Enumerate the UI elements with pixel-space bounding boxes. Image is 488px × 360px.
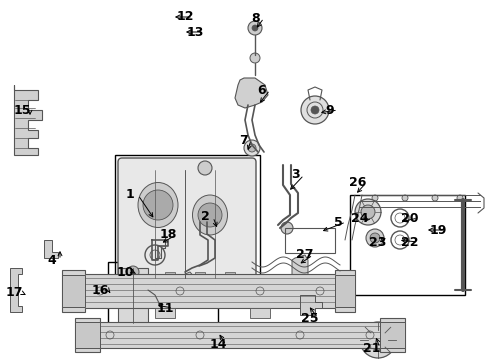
Text: 16: 16 [91, 284, 108, 297]
Circle shape [198, 161, 212, 175]
Circle shape [367, 330, 387, 350]
Text: 11: 11 [156, 302, 173, 315]
Text: 18: 18 [159, 229, 176, 242]
Polygon shape [62, 275, 85, 307]
Text: 9: 9 [325, 104, 334, 117]
Polygon shape [235, 78, 267, 108]
Text: 24: 24 [350, 211, 368, 225]
Text: 25: 25 [301, 311, 318, 324]
Text: 21: 21 [363, 342, 380, 355]
Circle shape [281, 222, 292, 234]
Circle shape [127, 266, 139, 278]
Polygon shape [75, 322, 100, 348]
Circle shape [244, 140, 260, 156]
Circle shape [359, 322, 395, 358]
Polygon shape [334, 275, 354, 307]
Polygon shape [62, 270, 354, 312]
Text: 15: 15 [13, 104, 31, 117]
Circle shape [360, 205, 374, 219]
Text: 2: 2 [200, 211, 209, 224]
Text: 3: 3 [291, 168, 300, 181]
Polygon shape [224, 272, 235, 280]
FancyBboxPatch shape [118, 158, 256, 284]
Bar [285, 228, 334, 253]
Circle shape [371, 195, 377, 201]
Bar [118, 268, 148, 323]
Bar [115, 155, 260, 285]
Text: 5: 5 [333, 216, 342, 229]
Circle shape [365, 229, 383, 247]
Text: 17: 17 [5, 287, 23, 300]
Circle shape [310, 106, 318, 114]
Circle shape [247, 144, 256, 152]
Circle shape [431, 195, 437, 201]
Circle shape [373, 336, 381, 344]
Text: 8: 8 [251, 12, 260, 24]
Text: 10: 10 [116, 266, 134, 279]
Circle shape [251, 25, 258, 31]
Text: 4: 4 [47, 253, 56, 266]
Bar [349, 195, 464, 295]
Polygon shape [75, 318, 404, 352]
Text: 1: 1 [125, 189, 134, 202]
Circle shape [249, 53, 260, 63]
Bar [108, 262, 218, 330]
Ellipse shape [192, 195, 227, 235]
Circle shape [247, 21, 262, 35]
Polygon shape [14, 85, 42, 155]
Text: 19: 19 [428, 224, 446, 237]
Circle shape [301, 96, 328, 124]
Circle shape [369, 233, 379, 243]
Text: 6: 6 [257, 84, 266, 96]
Polygon shape [164, 272, 175, 280]
Polygon shape [379, 322, 404, 348]
Text: 12: 12 [176, 10, 193, 23]
Polygon shape [299, 295, 321, 315]
Circle shape [354, 199, 380, 225]
Circle shape [198, 203, 222, 227]
Text: 13: 13 [186, 26, 203, 39]
Ellipse shape [138, 183, 178, 228]
Polygon shape [249, 308, 269, 318]
Text: 20: 20 [401, 211, 418, 225]
Polygon shape [44, 240, 58, 258]
Circle shape [456, 195, 462, 201]
Polygon shape [195, 272, 204, 280]
Text: 26: 26 [348, 176, 366, 189]
Polygon shape [10, 268, 22, 312]
Text: 14: 14 [209, 338, 226, 351]
Text: 22: 22 [401, 235, 418, 248]
Text: 23: 23 [368, 235, 386, 248]
Polygon shape [135, 272, 145, 280]
Polygon shape [178, 272, 195, 285]
Text: 27: 27 [296, 248, 313, 261]
Circle shape [142, 190, 173, 220]
Text: 7: 7 [238, 134, 247, 147]
Polygon shape [291, 255, 307, 278]
Polygon shape [155, 308, 175, 318]
Circle shape [401, 195, 407, 201]
